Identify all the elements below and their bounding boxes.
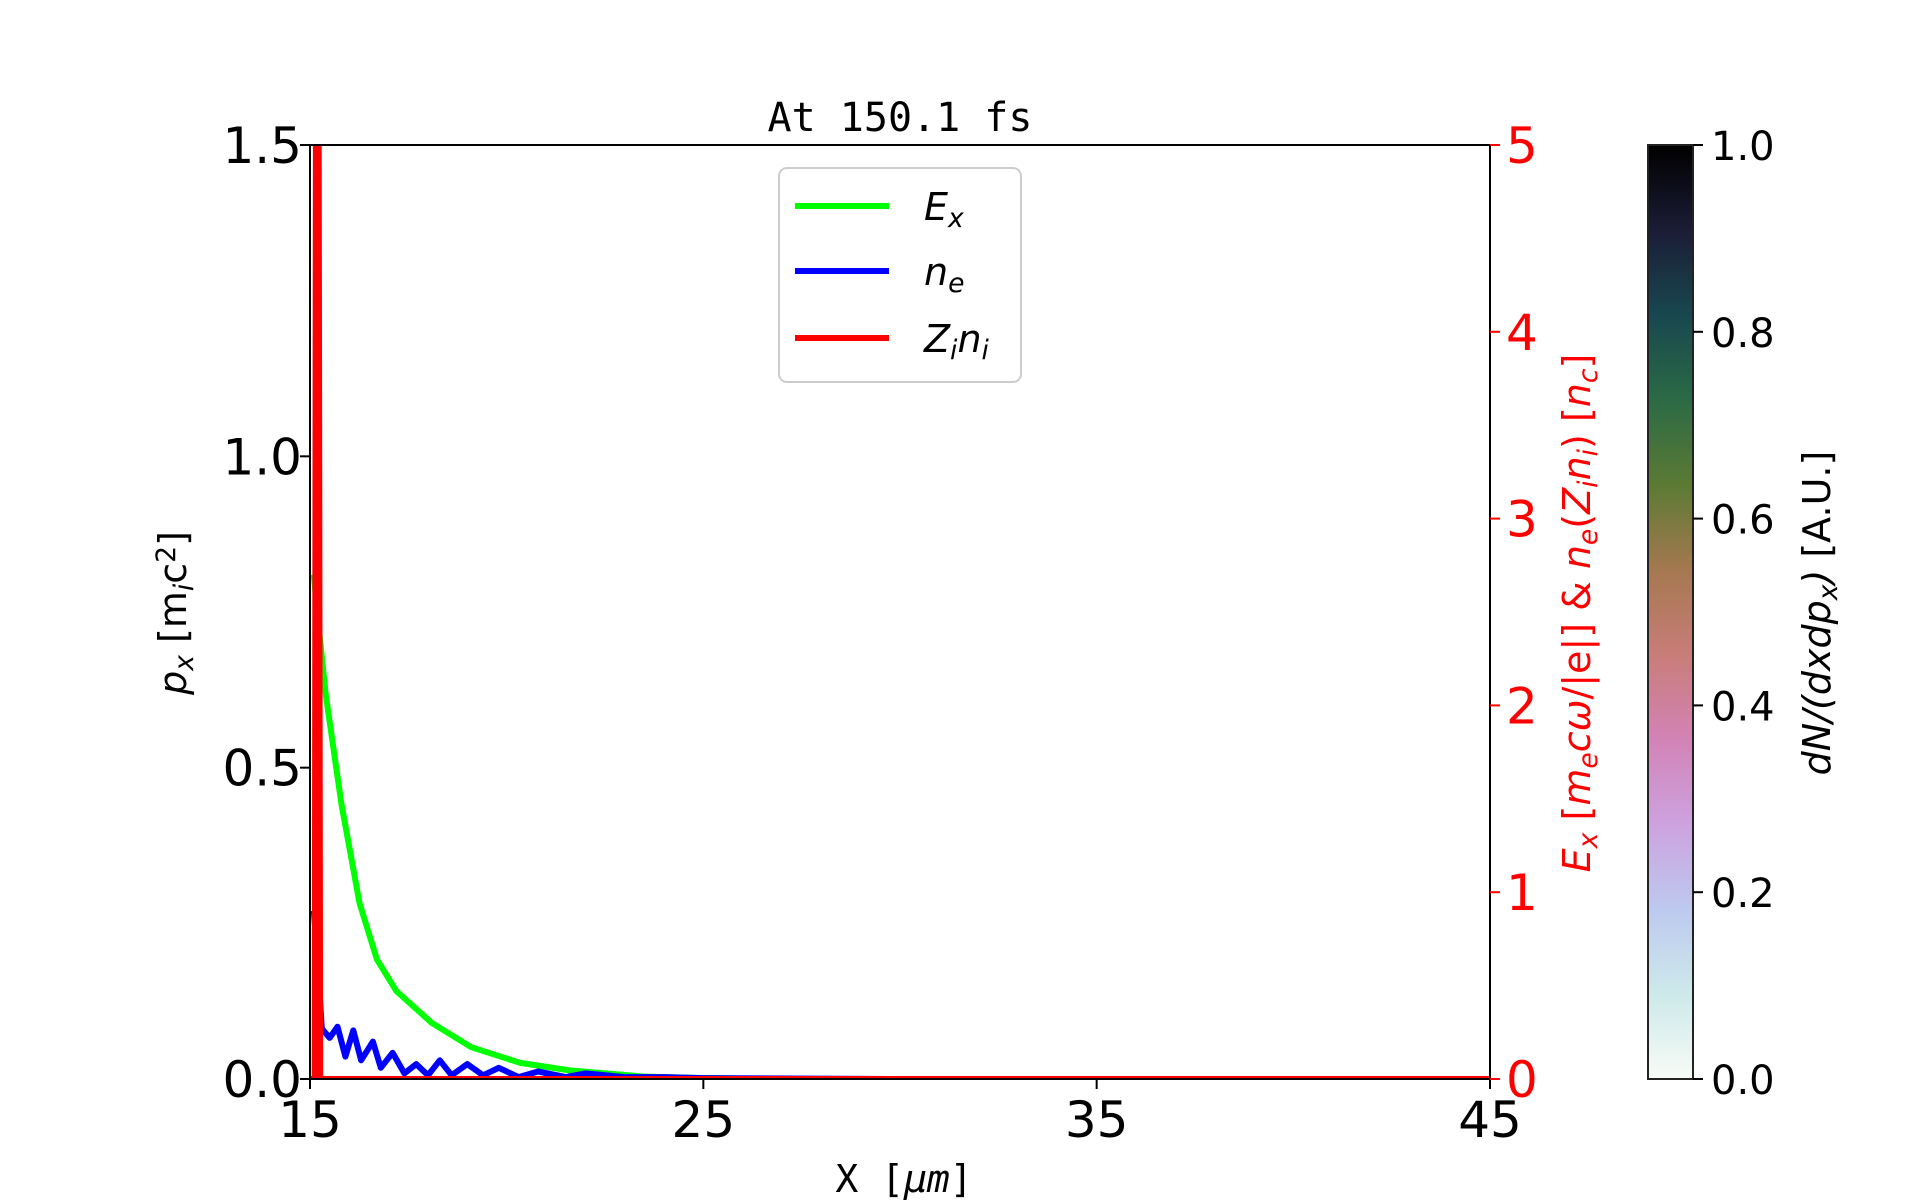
label-segment: cω [1555,700,1599,753]
colorbar-label: dN/(dxdpx) [A.U.] [1795,451,1844,776]
label-segment: n [1555,456,1599,480]
label-segment: [m [151,591,195,655]
x-tick-label: 35 [1065,1091,1129,1149]
y-right-tick-label: 2 [1506,677,1538,735]
label-segment: e [1573,752,1604,768]
label-segment: X [ [835,1157,904,1200]
label-segment: c [151,563,195,584]
y-axis-right-label: Ex [mecω/|e|] & ne(Zini) [nc] [1555,354,1604,873]
label-segment: i [1573,480,1604,488]
y-left-tick-label: 1.5 [222,117,302,175]
label-segment: /|e|] & [1555,569,1600,699]
colorbar-tick-label: 0.6 [1711,498,1775,544]
label-segment: ] [151,531,195,546]
legend-box [778,167,1022,383]
series-line-ne [310,910,1490,1079]
label-segment: i [982,335,990,366]
colorbar-tick-label: 0.2 [1711,871,1775,917]
colorbar-tick-label: 0.8 [1711,311,1775,357]
y-left-tick-label: 0.0 [222,1051,302,1109]
series-line-Ex [310,574,1490,1079]
y-left-tick-label: 0.5 [222,740,302,798]
label-segment: i [950,335,958,366]
label-segment: x [947,203,964,234]
label-segment: e [1573,529,1604,545]
label-segment: p [151,671,195,696]
x-tick-label: 45 [1458,1091,1522,1149]
y-axis-left-label: px [mic2] [151,531,200,696]
label-segment: x [169,655,200,672]
chart-title: At 150.1 fs [768,95,1033,141]
x-tick-label: 15 [278,1091,342,1149]
label-segment: ] [950,1157,973,1200]
label-segment: n [924,250,948,294]
y-right-tick-label: 4 [1506,304,1538,362]
label-segment: n [1555,545,1599,569]
legend-label-ne: ne [924,250,964,299]
colorbar-tick-label: 0.0 [1711,1058,1775,1104]
y-right-tick-label: 0 [1506,1051,1538,1109]
label-segment: E [1555,848,1599,872]
y-right-tick-label: 1 [1506,864,1538,922]
colorbar-ticks: 0.0 0.2 0.4 0.6 0.8 1.0 [1693,124,1775,1104]
label-segment: ) [1795,570,1839,588]
legend-label-Ex: Ex [924,185,964,234]
y-right-tick-label: 5 [1506,117,1538,175]
plot-frame [309,144,1491,1080]
label-segment: dN/(dxdp [1795,600,1839,775]
label-segment: Z [1555,487,1599,515]
label-segment: x [1813,584,1844,601]
label-segment: i [169,583,200,591]
label-segment: ] [1555,354,1599,369]
label-segment: n [1555,383,1599,407]
label-segment: μm [903,1157,950,1200]
y-right-tick-label: 3 [1506,491,1538,549]
x-tick-label: 25 [672,1091,736,1149]
label-segment: x [1573,832,1604,849]
colorbar-tick-label: 0.4 [1711,684,1775,730]
label-segment: c [1573,368,1604,383]
label-segment: E [924,185,948,229]
label-segment: [ [1555,806,1599,833]
label-segment: Z [923,317,951,361]
label-segment: ) [ [1555,407,1599,449]
label-segment: 2 [151,546,182,563]
legend-label-Zini: Zini [923,317,990,366]
series-group [310,145,1490,1079]
label-segment: [A.U.] [1795,451,1839,570]
label-segment: i [1573,448,1604,456]
label-segment: m [1555,769,1599,806]
colorbar [1647,144,1694,1080]
label-segment: e [948,268,964,299]
label-segment: ( [1555,514,1599,529]
colorbar-tick-label: 1.0 [1711,124,1775,170]
label-segment: n [957,317,981,361]
y-left-tick-label: 1.0 [222,428,302,486]
x-axis-label: X [μm] [835,1157,972,1200]
